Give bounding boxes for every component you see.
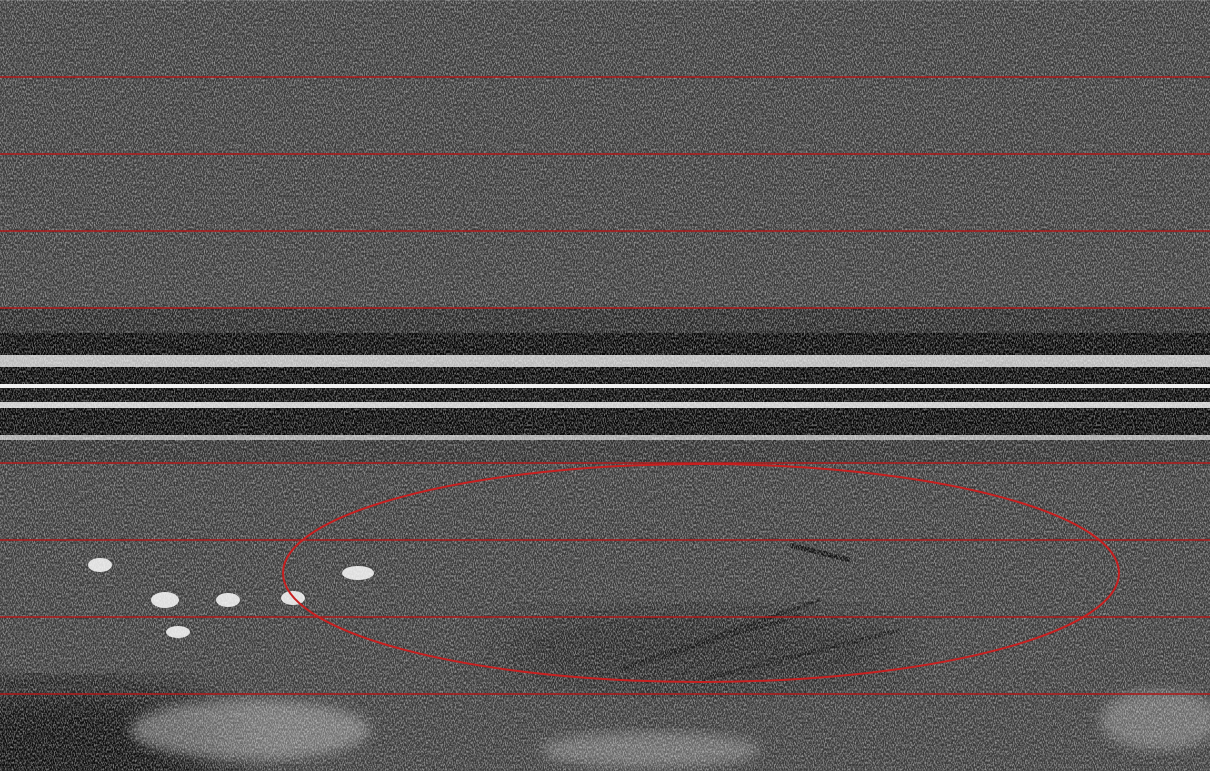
highlight-ellipse (282, 463, 1120, 683)
grid-lines (0, 76, 1210, 695)
